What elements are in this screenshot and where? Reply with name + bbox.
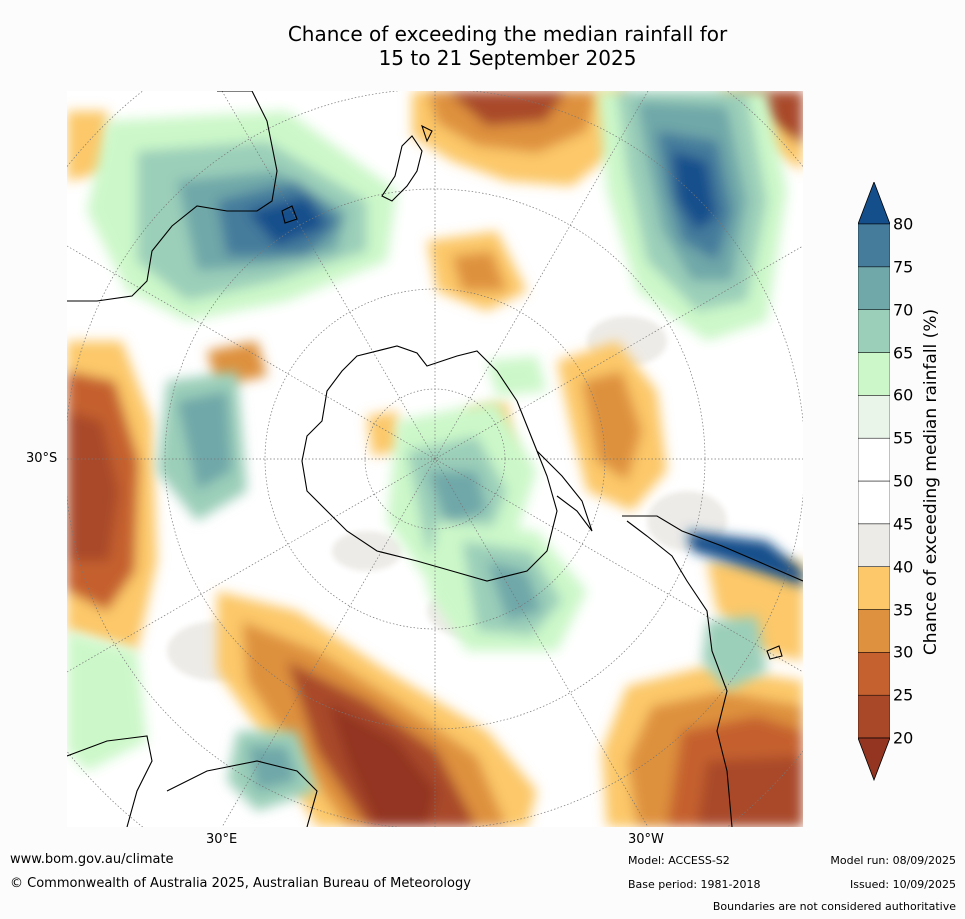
title-line-2: 15 to 21 September 2025 (378, 46, 637, 70)
colorbar-tick-label: 45 (893, 514, 914, 534)
copyright-notice: © Commonwealth of Australia 2025, Austra… (10, 876, 471, 891)
colorbar-segment (858, 694, 890, 739)
colorbar-tick-label: 75 (893, 257, 914, 277)
colorbar-tick-label: 30 (893, 642, 914, 662)
rainfall-map (67, 91, 803, 827)
latitude-label-30s: 30°S (26, 451, 58, 466)
antarctica-coast (301, 345, 558, 582)
model-name: Model: ACCESS-S2 (628, 854, 730, 867)
colorbar-segment (858, 566, 890, 610)
new-zealand-coast (381, 124, 433, 202)
colorbar-extension-low (858, 737, 890, 782)
boundary-disclaimer: Boundaries are not considered authoritat… (712, 900, 956, 913)
issued-date: Issued: 10/09/2025 (849, 878, 956, 891)
colorbar-segment (858, 309, 890, 353)
colorbar-tick-label: 60 (893, 385, 914, 405)
colorbar-tick-label: 20 (893, 728, 914, 748)
wet-anomaly-layer (67, 91, 803, 811)
colorbar-segment (858, 395, 890, 439)
website-url[interactable]: www.bom.gov.au/climate (10, 852, 174, 867)
colorbar-tick-label: 35 (893, 600, 914, 619)
map-title: Chance of exceeding the median rainfall … (0, 22, 965, 70)
longitude-label-30e: 30°E (206, 832, 238, 847)
colorbar-tick-label: 55 (893, 428, 914, 448)
tasmania-coast (281, 205, 298, 224)
colorbar (858, 182, 890, 782)
africa-coast (67, 735, 318, 827)
south-america-coast (622, 515, 803, 827)
colorbar-tick-label: 25 (893, 685, 914, 705)
colorbar-segment (858, 652, 890, 696)
colorbar-tick-label: 65 (893, 343, 914, 362)
colorbar-segment (858, 266, 890, 310)
title-line-1: Chance of exceeding the median rainfall … (287, 22, 728, 46)
colorbar-segment (858, 352, 890, 396)
colorbar-segment (858, 480, 890, 525)
colorbar-segment (858, 223, 890, 268)
antarctic-peninsula-coast (536, 450, 593, 532)
graticule (67, 91, 803, 827)
dry-anomaly-layer (67, 91, 803, 827)
base-period: Base period: 1981-2018 (628, 878, 761, 891)
colorbar-extension-high (858, 182, 890, 225)
colorbar-tick-label: 80 (893, 214, 914, 234)
colorbar-tick-label: 40 (893, 557, 914, 577)
longitude-label-30w: 30°W (628, 832, 664, 847)
colorbar-segment (858, 437, 890, 482)
coastlines (67, 91, 803, 827)
model-run-date: Model run: 08/09/2025 (830, 854, 956, 867)
colorbar-tick-label: 50 (893, 471, 914, 491)
falklands-coast (766, 645, 783, 660)
colorbar-segment (858, 609, 890, 653)
colorbar-segment (858, 523, 890, 567)
australia-coast (67, 91, 278, 302)
colorbar-title-text: Chance of exceeding median rainfall (%) (921, 308, 941, 656)
colorbar-tick-label: 70 (893, 300, 914, 320)
